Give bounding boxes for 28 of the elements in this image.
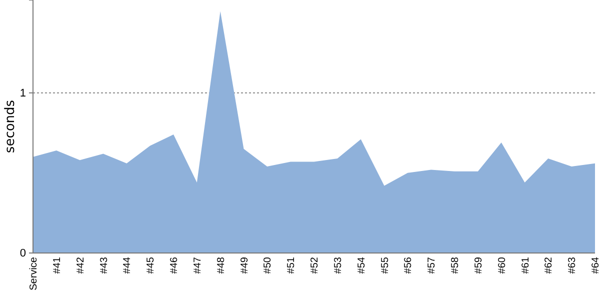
x-tick-label: #46 bbox=[169, 256, 180, 274]
x-tick-label: #55 bbox=[380, 256, 391, 274]
x-tick-label: #54 bbox=[356, 256, 368, 274]
y-axis-title: seconds bbox=[3, 100, 18, 154]
x-tick-label: #63 bbox=[567, 256, 578, 274]
x-tick-label: #57 bbox=[426, 256, 438, 274]
x-tick-label: #60 bbox=[496, 256, 508, 274]
x-tick-label: #62 bbox=[544, 256, 555, 274]
x-tick-label: #58 bbox=[450, 256, 461, 274]
x-tick-label: #51 bbox=[286, 256, 298, 274]
x-tick-label: #64 bbox=[590, 256, 600, 274]
x-tick-label: #43 bbox=[98, 256, 110, 274]
x-tick-label: #61 bbox=[520, 256, 532, 274]
x-tick-label: #45 bbox=[146, 256, 157, 274]
x-tick-label: #56 bbox=[403, 256, 414, 274]
x-tick-label: #59 bbox=[473, 256, 484, 274]
x-tick-label: Service bbox=[28, 256, 40, 290]
x-tick-label: #47 bbox=[192, 256, 204, 274]
y-tick-label: 0 bbox=[20, 248, 26, 260]
x-tick-label: #42 bbox=[75, 256, 86, 274]
y-tick-label: 1 bbox=[20, 87, 26, 100]
x-tick-label: #44 bbox=[122, 256, 134, 274]
x-tick-label: #41 bbox=[52, 256, 63, 274]
x-tick-label: #49 bbox=[239, 256, 250, 274]
x-tick-label: #52 bbox=[310, 256, 320, 274]
x-tick-label: #53 bbox=[332, 256, 344, 274]
x-tick-label: #50 bbox=[262, 256, 274, 274]
x-tick-label: #48 bbox=[216, 256, 227, 274]
